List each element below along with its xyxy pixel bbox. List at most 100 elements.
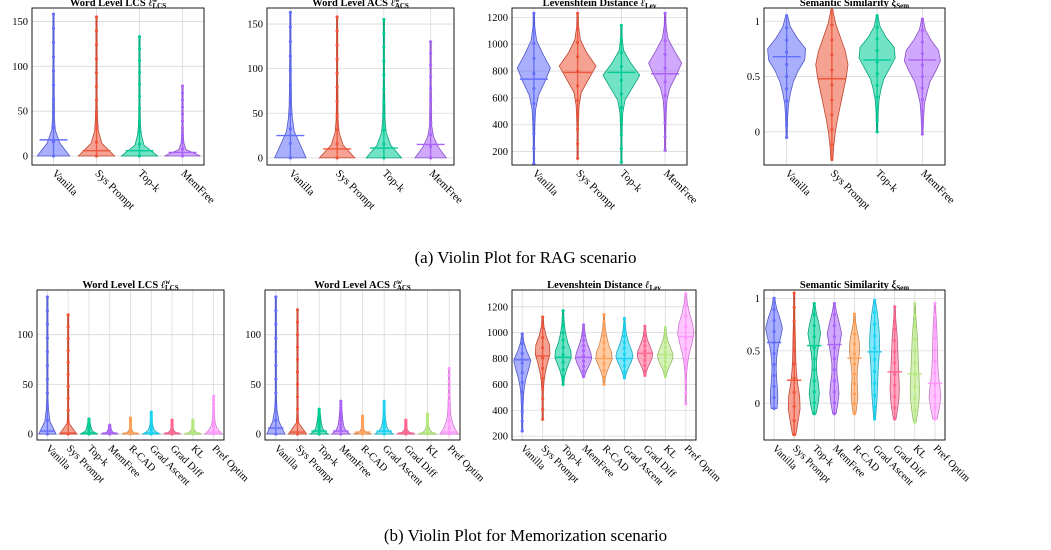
x-tick-label: Sys Prompt bbox=[333, 168, 378, 213]
violin-point bbox=[643, 364, 646, 367]
panel-title: Levenshtein Distance ℓLev bbox=[543, 0, 657, 10]
violin-point bbox=[46, 364, 49, 367]
violin-point bbox=[921, 29, 924, 32]
violin-point bbox=[52, 98, 55, 101]
y-tick-label: 0 bbox=[256, 430, 261, 441]
violin-point bbox=[576, 99, 579, 102]
violin-point bbox=[52, 13, 55, 16]
violin-point bbox=[893, 406, 896, 409]
violin-point bbox=[541, 326, 544, 329]
violin-point bbox=[664, 67, 667, 70]
violin-point bbox=[46, 295, 49, 298]
violin-point bbox=[833, 401, 836, 404]
violin-point bbox=[95, 15, 98, 18]
violin-point bbox=[289, 69, 292, 72]
violin-point bbox=[67, 373, 70, 376]
panel-title-sub: Lev bbox=[650, 284, 662, 292]
violin-point bbox=[620, 120, 623, 123]
violin-point bbox=[46, 405, 49, 408]
violin-point bbox=[873, 334, 876, 337]
violin-point bbox=[212, 417, 215, 420]
y-tick-label: 1000 bbox=[487, 328, 508, 339]
violin-point bbox=[913, 409, 916, 412]
x-tick-label: Sys Prompt bbox=[92, 168, 137, 213]
violin-point bbox=[664, 331, 667, 334]
violin-point bbox=[793, 405, 796, 408]
violin-point bbox=[562, 375, 565, 378]
violin-point bbox=[382, 129, 385, 132]
y-tick-label: 0 bbox=[23, 152, 28, 163]
violin-point bbox=[643, 330, 646, 333]
violin-point bbox=[913, 338, 916, 341]
y-tick-label: 800 bbox=[492, 67, 508, 78]
violin-point bbox=[383, 426, 386, 429]
violin-point bbox=[382, 142, 385, 145]
violin-point bbox=[876, 26, 879, 29]
violin-point bbox=[664, 375, 667, 378]
panel-title-sub: Lev bbox=[645, 2, 657, 10]
violin-point bbox=[339, 426, 342, 429]
violin-point bbox=[426, 413, 429, 416]
violin-point bbox=[785, 136, 788, 139]
violin-point bbox=[913, 397, 916, 400]
violin-point bbox=[582, 365, 585, 368]
caption-mem: (b) Violin Plot for Memorization scenari… bbox=[0, 526, 1051, 546]
violin-point bbox=[623, 347, 626, 350]
violin-point bbox=[602, 355, 605, 358]
violin-point bbox=[336, 58, 339, 61]
violin-point bbox=[95, 99, 98, 102]
violin-point bbox=[893, 350, 896, 353]
violin-point bbox=[532, 132, 535, 135]
violin-point bbox=[383, 403, 386, 406]
violin-point bbox=[813, 368, 816, 371]
violin-point bbox=[643, 374, 646, 377]
violin-point bbox=[448, 400, 451, 403]
y-tick-label: 400 bbox=[492, 120, 508, 131]
violin-point bbox=[95, 154, 98, 157]
violin-point bbox=[181, 119, 184, 122]
y-tick-label: 100 bbox=[247, 64, 263, 75]
violin-point bbox=[893, 417, 896, 420]
x-tick-label: MemFree bbox=[178, 168, 217, 207]
x-tick-label: Pref Optim bbox=[445, 443, 486, 484]
violin-point bbox=[893, 316, 896, 319]
violin-point bbox=[274, 432, 277, 435]
violin-point bbox=[772, 352, 775, 355]
violin-point bbox=[576, 55, 579, 58]
violin-point bbox=[893, 305, 896, 308]
violin-point bbox=[429, 133, 432, 136]
y-tick-label: 1200 bbox=[487, 302, 508, 313]
violin-point bbox=[576, 84, 579, 87]
violin-point bbox=[576, 157, 579, 160]
violin-point bbox=[620, 65, 623, 68]
violin-point bbox=[429, 156, 432, 159]
violin-point bbox=[67, 349, 70, 352]
y-tick-label: 0 bbox=[258, 153, 263, 164]
violin-point bbox=[876, 49, 879, 52]
violin-point bbox=[181, 140, 184, 143]
violin-point bbox=[52, 69, 55, 72]
violin-point bbox=[602, 348, 605, 351]
violin-point bbox=[95, 141, 98, 144]
y-tick-label: 50 bbox=[251, 380, 262, 391]
violin-point bbox=[921, 17, 924, 20]
violin-point bbox=[296, 308, 299, 311]
violin-point bbox=[521, 400, 524, 403]
violin-point bbox=[853, 402, 856, 405]
violin-point bbox=[138, 142, 141, 145]
violin-point bbox=[582, 360, 585, 363]
violin-point bbox=[274, 336, 277, 339]
panel-title-main: Word Level ACS bbox=[314, 280, 392, 291]
violin-point bbox=[541, 407, 544, 410]
violin-point bbox=[830, 83, 833, 86]
violin-point bbox=[830, 24, 833, 27]
violin-point bbox=[429, 98, 432, 101]
x-tick-label: MemFree bbox=[918, 168, 957, 207]
violin-point bbox=[138, 47, 141, 50]
violin-point bbox=[576, 41, 579, 44]
violin-point bbox=[289, 98, 292, 101]
violin-point bbox=[339, 406, 342, 409]
violin-point bbox=[893, 373, 896, 376]
violin-point bbox=[643, 354, 646, 357]
panel-mem-3: Levenshtein Distance ℓLev200400600800100… bbox=[487, 280, 723, 488]
